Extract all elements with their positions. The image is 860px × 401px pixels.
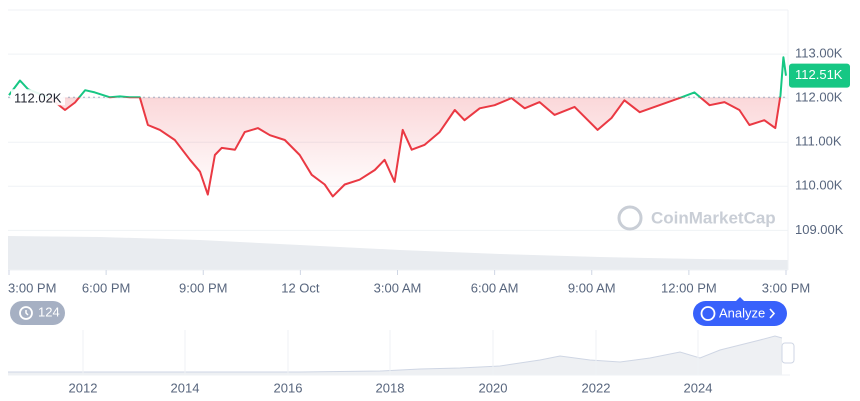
y-tick-label: 113.00K: [795, 46, 843, 61]
below-area: [47, 97, 781, 197]
price-tag: [789, 63, 850, 88]
navigator-label: 2014: [171, 380, 200, 395]
x-tick-label: 3:00 PM: [8, 280, 56, 295]
x-tick-label: 6:00 PM: [82, 280, 130, 295]
navigator-line: [8, 335, 783, 373]
watermark: CoinMarketCap: [617, 205, 776, 231]
x-tick-label: 12:00 PM: [661, 280, 717, 295]
baseline-label: 112.02K: [14, 91, 62, 106]
x-tick-label: 9:00 AM: [568, 280, 616, 295]
navigator-label: 2024: [684, 380, 713, 395]
navigator-handle[interactable]: [781, 342, 795, 364]
baseline-label-bg: [11, 89, 65, 106]
price-tag-label: 112.51K: [795, 67, 843, 82]
price-line: [8, 56, 787, 198]
navigator-label: 2022: [582, 380, 611, 395]
volume-area: [8, 236, 788, 270]
y-tick-label: 110.00K: [795, 178, 843, 193]
history-count: 124: [38, 304, 60, 319]
x-tick-label: 6:00 AM: [471, 280, 519, 295]
x-tick-label: 3:00 AM: [374, 280, 422, 295]
x-tick-label: 3:00 PM: [762, 280, 810, 295]
analyze-button[interactable]: Analyze: [693, 297, 787, 326]
y-tick-label: 111.00K: [795, 134, 842, 149]
y-tick-label: 112.00K: [795, 90, 843, 105]
x-tick-label: 12 Oct: [281, 280, 320, 295]
analyze-label: Analyze: [719, 305, 765, 320]
history-button[interactable]: 124: [10, 301, 65, 325]
navigator-label: 2020: [479, 380, 508, 395]
navigator: 2012 2014 2016 2018 2020 2022 2024: [8, 330, 795, 395]
navigator-label: 2018: [376, 380, 405, 395]
x-tick-label: 9:00 PM: [179, 280, 227, 295]
navigator-label: 2016: [274, 380, 303, 395]
watermark-text: CoinMarketCap: [651, 208, 776, 227]
navigator-area: [8, 336, 782, 375]
navigator-label: 2012: [69, 380, 98, 395]
y-tick-label: 109.00K: [795, 222, 844, 237]
